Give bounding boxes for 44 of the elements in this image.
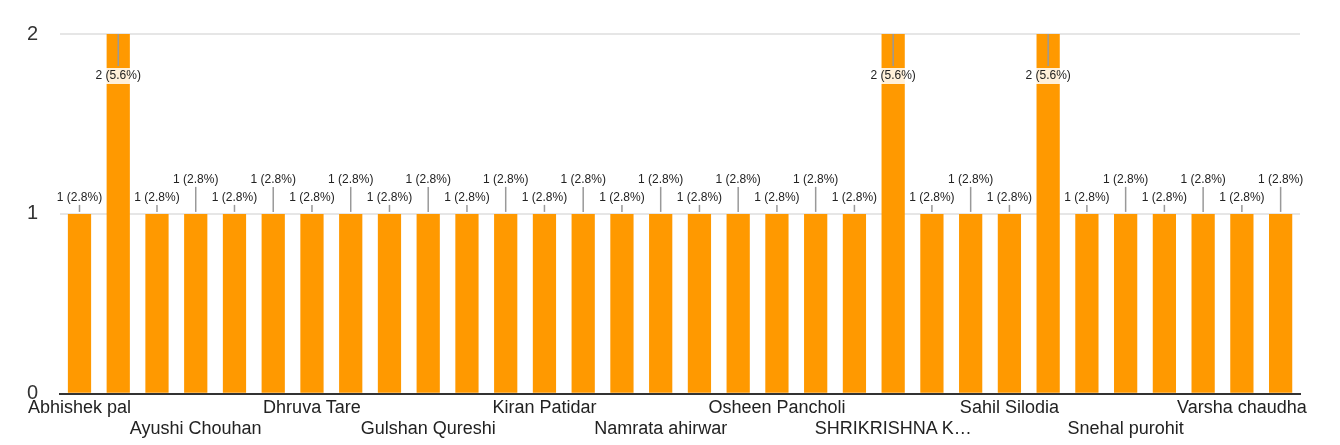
x-tick-label: Osheen Pancholi: [708, 396, 846, 417]
data-label: 1 (2.8%): [599, 190, 645, 205]
data-label: 1 (2.8%): [831, 190, 878, 205]
data-label: 1 (2.8%): [211, 190, 258, 205]
data-label: 1 (2.8%): [1219, 190, 1265, 205]
data-label: 1 (2.8%): [289, 190, 335, 205]
y-tick-label: 2: [27, 21, 39, 44]
data-label: 1 (2.8%): [1064, 190, 1110, 205]
data-label: 1 (2.8%): [1180, 172, 1226, 187]
data-label: 1 (2.8%): [986, 190, 1033, 205]
data-label: 1 (2.8%): [405, 172, 451, 187]
data-label: 1 (2.8%): [754, 190, 800, 205]
x-tick-label: Sahil Silodia: [959, 396, 1060, 417]
y-tick-label: 1: [27, 201, 39, 224]
x-tick-label: Snehal purohit: [1067, 418, 1184, 439]
data-label: 2 (5.6%): [95, 68, 141, 83]
data-label: 1 (2.8%): [521, 190, 568, 205]
x-tick-label: Ayushi Chouhan: [129, 418, 262, 439]
data-label: 1 (2.8%): [250, 172, 296, 187]
data-label: 1 (2.8%): [909, 190, 955, 205]
data-label: 1 (2.8%): [444, 190, 490, 205]
data-label: 1 (2.8%): [483, 172, 529, 187]
data-label: 1 (2.8%): [56, 190, 103, 205]
x-tick-label: Dhruva Tare: [263, 396, 361, 417]
data-label: 1 (2.8%): [366, 190, 413, 205]
data-label: 2 (5.6%): [870, 68, 916, 83]
data-label: 1 (2.8%): [638, 172, 684, 187]
x-tick-label: SHRIKRISHNA K…: [814, 418, 972, 439]
data-label: 1 (2.8%): [1257, 172, 1304, 187]
data-label: 1 (2.8%): [173, 172, 219, 187]
data-label: 1 (2.8%): [715, 172, 761, 187]
data-label: 1 (2.8%): [947, 172, 994, 187]
data-label: 1 (2.8%): [792, 172, 839, 187]
data-label: 1 (2.8%): [134, 190, 180, 205]
data-label: 1 (2.8%): [1141, 190, 1188, 205]
data-label: 1 (2.8%): [328, 172, 374, 187]
data-label: 1 (2.8%): [676, 190, 723, 205]
x-tick-label: Kiran Patidar: [492, 396, 597, 417]
x-tick-label: Varsha chaudha: [1177, 396, 1308, 417]
x-tick-label: Gulshan Qureshi: [360, 418, 496, 439]
data-label: 1 (2.8%): [1102, 172, 1149, 187]
x-tick-label: Namrata ahirwar: [594, 418, 728, 439]
data-label: 1 (2.8%): [560, 172, 606, 187]
data-label: 2 (5.6%): [1025, 68, 1071, 83]
